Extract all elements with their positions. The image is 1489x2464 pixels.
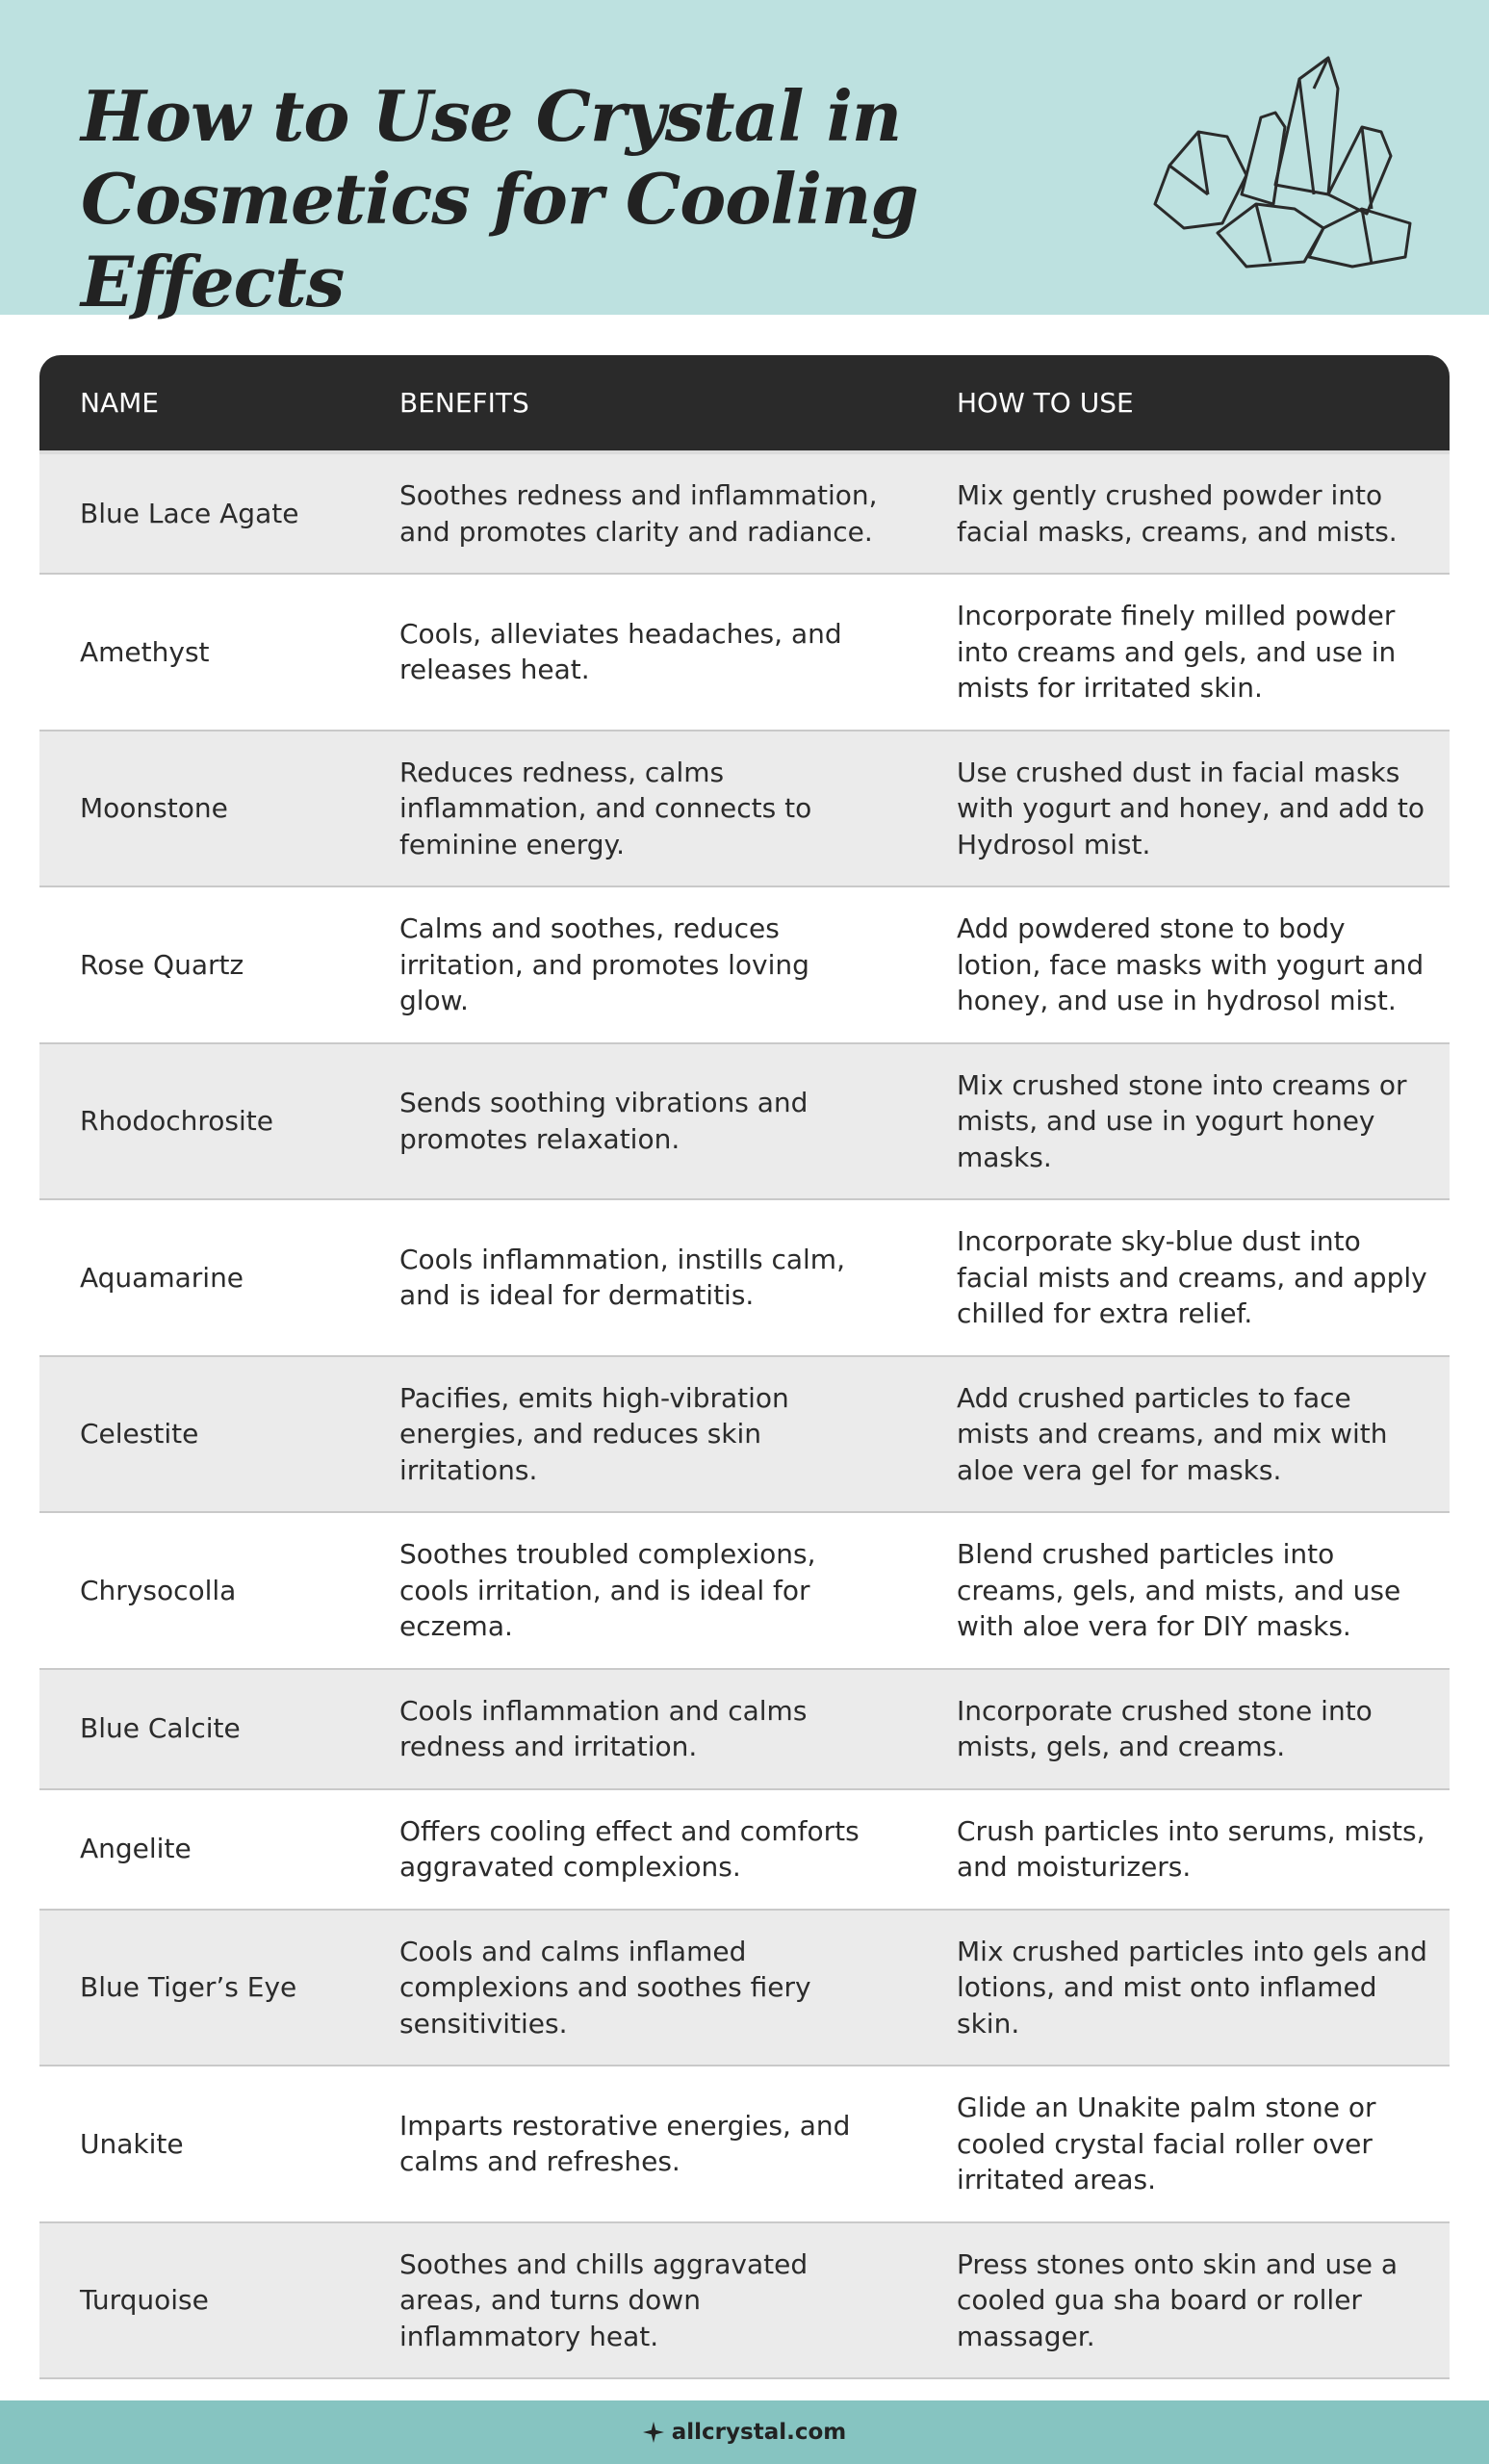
table: NAME BENEFITS HOW TO USE Blue Lace Agate…: [39, 355, 1450, 2379]
table-row: Unakite Imparts restorative energies, and…: [39, 2066, 1450, 2223]
table-row: Moonstone Reduces redness, calms inflamma…: [39, 731, 1450, 887]
table-row: Amethyst Cools, alleviates headaches, and…: [39, 575, 1450, 732]
crystal-icon: [1153, 56, 1412, 269]
title: How to Use Crystal in Cosmetics for Cool…: [81, 75, 919, 322]
crystal-name: Angelite: [80, 1833, 192, 1865]
benefits: Cools inflammation and calms redness and…: [399, 1694, 808, 1763]
how-to-use: Press stones onto skin and use a cooled …: [957, 2247, 1399, 2352]
site: allcrystal.com: [671, 2420, 847, 2445]
benefits: Cools, alleviates headaches, and release…: [399, 617, 842, 686]
how-to-use: Add powdered stone to body lotion, face …: [957, 912, 1425, 1016]
benefits: Sends soothing vibrations and promotes r…: [399, 1087, 809, 1155]
how-to-use: Use crushed dust in facial masks with yo…: [957, 756, 1425, 860]
table-row: Celestite Pacifies, emits high-vibration …: [39, 1356, 1450, 1513]
table-header: NAME BENEFITS HOW TO USE: [39, 355, 1450, 454]
footer: allcrystal.com: [0, 2400, 1489, 2464]
benefits: Cools and calms inflamed complexions and…: [399, 1935, 811, 2040]
table-body: Blue Lace Agate Soothes redness and infla…: [39, 454, 1450, 2379]
benefits: Offers cooling effect and comforts aggra…: [399, 1814, 860, 1884]
column-header: BENEFITS: [399, 387, 529, 419]
crystal-name: Blue Calcite: [80, 1712, 241, 1745]
table-row: Rhodochrosite Sends soothing vibrations a…: [39, 1043, 1450, 1200]
table-row: Blue Tiger’s Eye Cools and calms inflamed…: [39, 1910, 1450, 2066]
how-to-use: Mix crushed stone into creams or mists, …: [957, 1068, 1407, 1173]
crystal-name: Moonstone: [80, 792, 228, 824]
crystal-name: Rhodochrosite: [80, 1105, 273, 1137]
header: How to Use Crystal in Cosmetics for Cool…: [0, 0, 1489, 322]
table-row: Angelite Offers cooling effect and comfor…: [39, 1790, 1450, 1911]
crystal-name: Blue Tiger’s Eye: [80, 1971, 297, 2003]
benefits: Reduces redness, calms inflammation, and…: [399, 756, 812, 860]
table-row: Blue Calcite Cools inflammation and calms…: [39, 1669, 1450, 1790]
how-to-use: Mix gently crushed powder into facial ma…: [957, 479, 1398, 548]
column-header: NAME: [80, 387, 159, 419]
crystal-name: Aquamarine: [80, 1261, 244, 1294]
benefits: Pacifies, emits high-vibration energies,…: [399, 1381, 789, 1486]
crystal-name: Blue Lace Agate: [80, 497, 299, 529]
how-to-use: Crush particles into serums, mists, and …: [957, 1814, 1425, 1884]
how-to-use: Incorporate crushed stone into mists, ge…: [957, 1694, 1373, 1763]
benefits: Soothes and chills aggravated areas, and…: [399, 2247, 809, 2352]
star-icon: [642, 2422, 664, 2443]
crystal-name: Turquoise: [80, 2284, 209, 2316]
crystal-name: Rose Quartz: [80, 948, 244, 981]
how-to-use: Blend crushed particles into creams, gel…: [957, 1538, 1401, 1642]
benefits: Calms and soothes, reduces irritation, a…: [399, 912, 809, 1016]
crystal-name: Amethyst: [80, 635, 210, 668]
table-row: Chrysocolla Soothes troubled complexions,…: [39, 1513, 1450, 1670]
table-row: Blue Lace Agate Soothes redness and infla…: [39, 454, 1450, 575]
how-to-use: Mix crushed particles into gels and loti…: [957, 1935, 1427, 2040]
crystal-name: Unakite: [80, 2127, 184, 2160]
how-to-use: Glide an Unakite palm stone or cooled cr…: [957, 2092, 1376, 2195]
column-header: HOW TO USE: [957, 387, 1134, 419]
crystal-name: Celestite: [80, 1418, 199, 1450]
benefits: Soothes troubled complexions, cools irri…: [399, 1538, 816, 1642]
how-to-use: Add crushed particles to face mists and …: [957, 1381, 1388, 1486]
table-row: Turquoise Soothes and chills aggravated a…: [39, 2222, 1450, 2379]
how-to-use: Incorporate sky-blue dust into facial mi…: [957, 1225, 1427, 1329]
crystal-name: Chrysocolla: [80, 1574, 237, 1606]
table-row: Aquamarine Cools inflammation, instills c…: [39, 1200, 1450, 1357]
benefits: Soothes redness and inflammation, and pr…: [399, 479, 878, 548]
benefits: Imparts restorative energies, and calms …: [399, 2109, 851, 2178]
table-row: Rose Quartz Calms and soothes, reduces ir…: [39, 887, 1450, 1044]
benefits: Cools inflammation, instills calm, and i…: [399, 1243, 845, 1312]
how-to-use: Incorporate finely milled powder into cr…: [957, 600, 1397, 704]
